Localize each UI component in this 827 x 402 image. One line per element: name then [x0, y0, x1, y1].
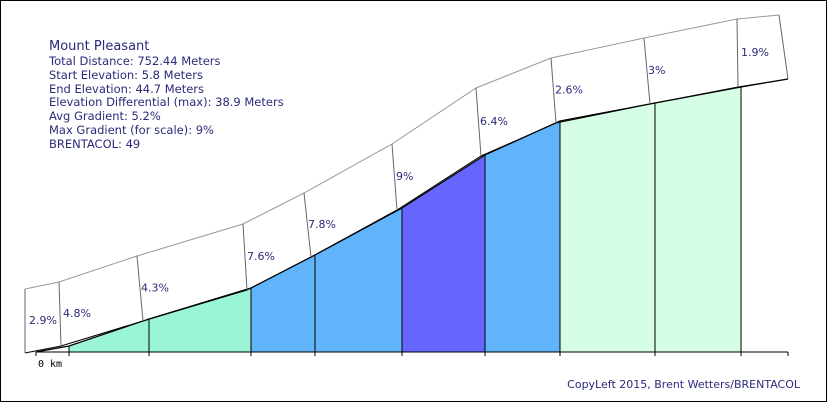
gradient-label: 6.4%: [480, 115, 508, 128]
gradient-label: 7.8%: [308, 218, 336, 231]
segment-fill: [149, 288, 251, 352]
segment-fill: [402, 155, 485, 352]
segment-fill: [741, 79, 788, 352]
segment-fill: [251, 255, 315, 352]
avg-gradient: Avg Gradient: 5.2%: [49, 109, 161, 124]
label-band-divider: [550, 57, 557, 124]
start-elevation: Start Elevation: 5.8 Meters: [49, 67, 203, 82]
segment-fill: [69, 319, 149, 352]
info-panel: Mount Pleasant Total Distance: 752.44 Me…: [49, 38, 284, 152]
route-title: Mount Pleasant: [49, 39, 150, 54]
x-axis-start-label: 0 km: [38, 359, 62, 370]
gradient-label: 1.9%: [741, 46, 769, 59]
gradient-label: 3%: [648, 64, 665, 77]
label-band-divider: [303, 192, 312, 258]
gradient-label: 4.8%: [63, 307, 91, 320]
max-gradient: Max Gradient (for scale): 9%: [49, 122, 214, 137]
total-distance: Total Distance: 752.44 Meters: [49, 54, 221, 68]
gradient-label: 2.9%: [29, 314, 57, 327]
gradient-label: 2.6%: [555, 84, 583, 97]
brentacol-score: BRENTACOL: 49: [49, 136, 141, 151]
label-band-divider: [778, 14, 789, 80]
label-band-divider: [391, 143, 398, 211]
label-band-divider: [643, 37, 651, 105]
elevation-differential: Elevation Differential (max): 38.9 Meter…: [49, 95, 284, 110]
copyright-text: CopyLeft 2015, Brent Wetters/BRENTACOL: [567, 378, 800, 391]
label-band-divider: [475, 87, 482, 157]
gradient-label: 7.6%: [247, 250, 275, 263]
segment-fill: [560, 103, 655, 352]
segment-fill: [655, 87, 741, 352]
label-band-divider: [58, 281, 62, 347]
segment-fill: [315, 208, 402, 352]
segment-fill: [485, 121, 560, 352]
label-band-divider: [242, 223, 248, 291]
gradient-label: 4.3%: [141, 282, 169, 295]
label-band-divider: [136, 255, 144, 322]
gradient-label: 9%: [396, 170, 413, 183]
label-band-divider: [736, 18, 739, 88]
end-elevation: End Elevation: 44.7 Meters: [49, 81, 205, 96]
